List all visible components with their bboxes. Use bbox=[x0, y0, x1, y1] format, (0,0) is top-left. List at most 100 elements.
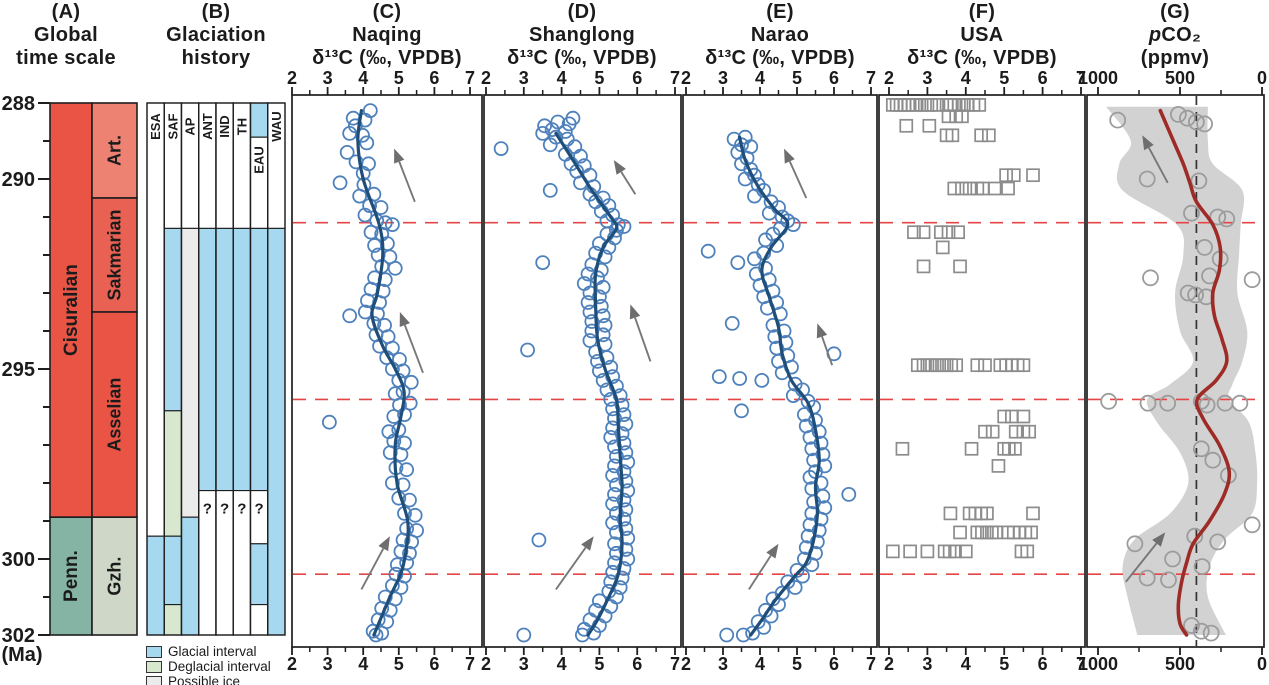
panel-title-line1: pCO₂ bbox=[1141, 24, 1209, 47]
naqing-trend-curve bbox=[356, 109, 410, 637]
legend-label: Glacial interval bbox=[168, 644, 257, 659]
svg-text:0: 0 bbox=[1257, 68, 1267, 88]
svg-text:3: 3 bbox=[718, 654, 728, 674]
panel-f-usa: 2 2 3 3 4 4 5 5 6 6 7 7 bbox=[878, 68, 1086, 674]
svg-text:7: 7 bbox=[866, 654, 876, 674]
svg-text:0: 0 bbox=[1257, 654, 1267, 674]
svg-text:500: 500 bbox=[1165, 654, 1195, 674]
svg-text:2: 2 bbox=[287, 68, 297, 88]
panel-b-title: (B) Glaciation history bbox=[166, 1, 266, 70]
svg-text:6: 6 bbox=[429, 654, 439, 674]
svg-text:3: 3 bbox=[519, 654, 529, 674]
panel-a-title: (A) Global time scale bbox=[16, 1, 116, 70]
svg-text:5: 5 bbox=[594, 68, 604, 88]
svg-text:7: 7 bbox=[670, 68, 680, 88]
svg-text:4: 4 bbox=[557, 654, 567, 674]
svg-text:2: 2 bbox=[884, 68, 894, 88]
svg-text:(Ma): (Ma) bbox=[1, 644, 42, 666]
svg-text:2: 2 bbox=[481, 654, 491, 674]
panel-f-title: (F) USA δ¹³C (‰, VPDB) bbox=[907, 1, 1057, 70]
svg-text:6: 6 bbox=[1038, 68, 1048, 88]
panel-title-line2: δ¹³C (‰, VPDB) bbox=[312, 47, 462, 69]
pco2-scatter-points bbox=[1100, 106, 1261, 642]
svg-text:4: 4 bbox=[358, 654, 368, 674]
possible-ice-swatch bbox=[146, 675, 162, 685]
svg-text:ESA: ESA bbox=[148, 113, 163, 140]
glacial-swatch bbox=[146, 645, 162, 658]
svg-text:5: 5 bbox=[792, 68, 802, 88]
svg-text:SAF: SAF bbox=[165, 114, 180, 140]
svg-text:7: 7 bbox=[465, 68, 475, 88]
svg-text:5: 5 bbox=[394, 68, 404, 88]
shanglong-scatter-points bbox=[493, 110, 636, 643]
svg-text:IND: IND bbox=[217, 115, 232, 137]
glaciation-legend: Glacial interval Deglacial interval Poss… bbox=[146, 644, 271, 685]
panel-d-title: (D) Shanglong δ¹³C (‰, VPDB) bbox=[507, 1, 657, 70]
panel-title-line1: Shanglong bbox=[528, 24, 636, 46]
narao-trend-curve bbox=[738, 135, 821, 637]
legend-item-glacial: Glacial interval bbox=[146, 644, 271, 659]
legend-label: Deglacial interval bbox=[168, 659, 271, 674]
panel-letter: (B) bbox=[201, 1, 231, 23]
svg-text:3: 3 bbox=[323, 654, 333, 674]
svg-text:288: 288 bbox=[2, 93, 35, 115]
panel-c-title: (C) Naqing δ¹³C (‰, VPDB) bbox=[312, 1, 462, 70]
svg-text:Cisuralian: Cisuralian bbox=[61, 264, 82, 356]
panel-letter: (A) bbox=[51, 1, 81, 23]
svg-text:5: 5 bbox=[792, 654, 802, 674]
svg-text:1000: 1000 bbox=[1078, 654, 1118, 674]
svg-text:EAU: EAU bbox=[252, 146, 267, 173]
panel-title-line2: δ¹³C (‰, VPDB) bbox=[507, 47, 657, 69]
panel-c-naqing: 2 2 3 3 4 4 5 5 6 6 7 7 bbox=[287, 68, 483, 674]
panel-b-glaciation-columns: ESA SAF AP ANT? IND? TH? EAU? WAU bbox=[146, 102, 286, 636]
panel-a-time-scale: Cisuralian Penn. Art. Sakmarian Asselian Gzh. bbox=[49, 102, 138, 636]
pco2-rest: CO₂ bbox=[1161, 24, 1202, 46]
svg-text:ANT: ANT bbox=[200, 113, 215, 140]
svg-text:6: 6 bbox=[829, 68, 839, 88]
svg-text:500: 500 bbox=[1165, 68, 1195, 88]
legend-label: Possible ice bbox=[168, 674, 241, 685]
svg-text:300: 300 bbox=[2, 549, 35, 571]
pco2-trend-curve bbox=[1158, 108, 1232, 637]
svg-text:WAU: WAU bbox=[269, 111, 284, 141]
svg-text:2: 2 bbox=[884, 654, 894, 674]
svg-text:1000: 1000 bbox=[1078, 68, 1118, 88]
svg-text:4: 4 bbox=[755, 68, 765, 88]
svg-text:290: 290 bbox=[2, 169, 35, 191]
svg-text:4: 4 bbox=[961, 654, 971, 674]
svg-text:2: 2 bbox=[287, 654, 297, 674]
time-axis: 288 290 295 300 302(Ma) bbox=[1, 93, 50, 666]
svg-text:2: 2 bbox=[681, 654, 691, 674]
shanglong-trend-curve bbox=[554, 131, 624, 637]
svg-text:3: 3 bbox=[519, 68, 529, 88]
panel-title-line2: δ¹³C (‰, VPDB) bbox=[705, 47, 855, 69]
svg-text:?: ? bbox=[203, 500, 212, 517]
panel-title-line2: history bbox=[181, 47, 251, 69]
panel-title-line2: δ¹³C (‰, VPDB) bbox=[907, 47, 1057, 69]
svg-text:5: 5 bbox=[594, 654, 604, 674]
panel-title-line1: USA bbox=[960, 24, 1004, 46]
svg-text:6: 6 bbox=[632, 68, 642, 88]
svg-text:4: 4 bbox=[358, 68, 368, 88]
svg-text:3: 3 bbox=[922, 654, 932, 674]
svg-text:5: 5 bbox=[999, 654, 1009, 674]
svg-text:6: 6 bbox=[829, 654, 839, 674]
svg-text:5: 5 bbox=[999, 68, 1009, 88]
panel-title-line2: time scale bbox=[16, 47, 116, 69]
panel-title-line1: Global bbox=[33, 24, 99, 46]
svg-text:AP: AP bbox=[183, 117, 198, 135]
panel-letter: (F) bbox=[968, 1, 996, 23]
pco2-italic-p: p bbox=[1148, 24, 1162, 46]
svg-text:?: ? bbox=[237, 500, 246, 517]
panel-letter: (E) bbox=[766, 1, 794, 23]
svg-text:302: 302 bbox=[2, 625, 35, 647]
panel-letter: (G) bbox=[1160, 1, 1190, 23]
panel-title-line1: Narao bbox=[750, 24, 810, 46]
svg-text:?: ? bbox=[255, 500, 264, 517]
svg-text:Art.: Art. bbox=[105, 135, 125, 166]
svg-text:3: 3 bbox=[922, 68, 932, 88]
svg-text:7: 7 bbox=[1076, 654, 1086, 674]
svg-text:6: 6 bbox=[632, 654, 642, 674]
svg-text:4: 4 bbox=[961, 68, 971, 88]
